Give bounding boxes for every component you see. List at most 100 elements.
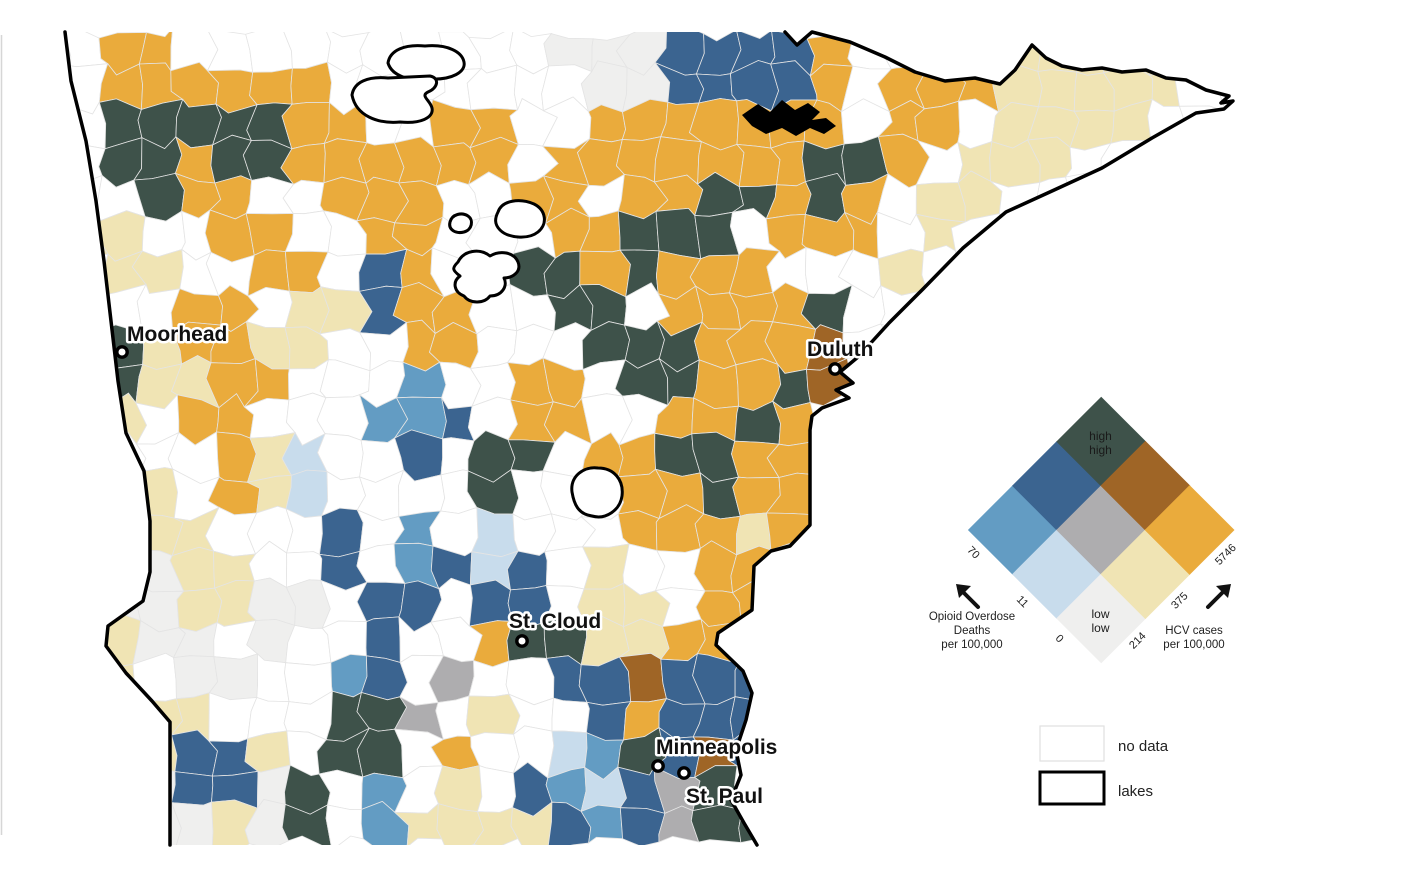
lake-winnibigoshish <box>494 199 546 239</box>
right-axis-title-line2: per 100,000 <box>1163 639 1224 651</box>
state-border-west <box>63 30 172 847</box>
map-region <box>544 546 592 590</box>
left-axis-tick-70: 70 <box>965 544 982 561</box>
map-region <box>1186 32 1221 65</box>
map-region <box>93 506 145 551</box>
boundary-waters-lakes <box>742 100 836 136</box>
map-region <box>65 765 109 808</box>
map-region <box>290 61 332 105</box>
map-region <box>358 248 408 292</box>
lake-lower-red <box>350 74 438 124</box>
map-region <box>65 326 108 373</box>
map-region <box>285 469 329 519</box>
lake-cass <box>448 212 473 234</box>
map-region <box>953 32 1004 77</box>
map-region <box>65 253 109 296</box>
city-label-st-cloud: St. Cloud <box>509 610 601 633</box>
legend-low-low-label-line1: low <box>1091 607 1109 621</box>
map-region <box>94 471 141 518</box>
map-region <box>65 401 111 448</box>
map-region <box>360 800 410 845</box>
map-region <box>65 579 99 627</box>
lake-mille-lacs <box>570 466 624 519</box>
city-marker-st-cloud <box>515 634 529 648</box>
map-region <box>471 506 519 558</box>
left-axis-title-line1: Opioid Overdose <box>929 611 1015 623</box>
map-region <box>881 32 929 70</box>
map-region <box>468 579 513 627</box>
map-region <box>95 692 141 735</box>
legend-lakes: lakes <box>1038 770 1153 806</box>
map-region <box>94 543 140 593</box>
no-data-swatch <box>1039 725 1105 762</box>
map-region <box>365 616 401 664</box>
city-label-minneapolis: Minneapolis <box>656 736 777 759</box>
map-region <box>729 696 776 742</box>
state-border-northeast <box>714 30 1235 847</box>
map-region <box>356 581 406 623</box>
map-region <box>65 434 109 483</box>
map-region <box>510 801 553 845</box>
map-region <box>65 690 109 734</box>
map-region <box>476 765 517 813</box>
map-region <box>919 32 958 75</box>
map-region <box>65 543 108 594</box>
map-region <box>617 210 660 252</box>
left-axis-tick-11: 11 <box>1014 594 1031 611</box>
right-axis-title-line1: HCV cases <box>1165 625 1223 637</box>
legend-low-low-label-line2: low <box>1091 621 1109 635</box>
map-region <box>468 659 510 697</box>
no-data-label: no data <box>1118 738 1169 755</box>
map-region <box>65 653 110 704</box>
zip-region-mosaic <box>65 32 1233 845</box>
city-label-moorhead: Moorhead <box>127 323 227 346</box>
city-markers-and-labels: Moorhead Duluth St. Cloud Minneapolis St. Pa… <box>115 321 876 811</box>
lakes-label: lakes <box>1118 783 1153 800</box>
city-marker-duluth <box>828 362 842 376</box>
legend-high-high-label-line1: high <box>1089 429 1112 443</box>
right-axis-arrow-icon <box>1206 584 1231 609</box>
map-region <box>65 509 104 555</box>
city-marker-st-paul <box>677 766 691 780</box>
map-region <box>65 616 102 657</box>
map-region <box>330 653 368 698</box>
lakes-group <box>350 44 624 519</box>
map-region <box>655 207 702 260</box>
map-region <box>249 67 293 106</box>
map-region <box>99 764 145 809</box>
map-region <box>281 803 333 845</box>
left-axis-title-line2: Deaths <box>954 625 991 637</box>
map-region <box>619 807 666 845</box>
map-region <box>319 507 364 558</box>
city-label-duluth: Duluth <box>807 338 873 361</box>
map-region <box>804 172 847 223</box>
map-region <box>1100 139 1152 181</box>
city-marker-minneapolis <box>651 759 665 773</box>
lake-upper-red <box>386 44 466 82</box>
legend-bivariate: high high low low 0 11 70 214 375 5746 O… <box>929 396 1239 664</box>
lake-leech <box>452 249 521 304</box>
map-region <box>285 624 332 666</box>
map-region <box>690 804 743 843</box>
map-region <box>65 360 110 406</box>
lakes-swatch <box>1038 770 1106 806</box>
map-region <box>65 727 109 777</box>
map-region <box>208 653 259 701</box>
right-axis-tick-375: 375 <box>1169 590 1190 611</box>
map-region <box>170 801 214 845</box>
legend-high-high-label-line2: high <box>1089 443 1112 457</box>
map-region <box>171 771 214 806</box>
map-region <box>734 657 780 701</box>
map-region <box>65 800 108 845</box>
map-region <box>98 732 141 778</box>
legend-no-data: no data <box>1039 725 1169 762</box>
map-region <box>1215 32 1233 76</box>
map-region <box>551 697 590 734</box>
map-region <box>1037 69 1078 112</box>
map-region <box>436 803 484 845</box>
map-region <box>135 467 179 519</box>
left-axis-arrow-icon <box>956 584 980 609</box>
map-region <box>65 477 100 518</box>
